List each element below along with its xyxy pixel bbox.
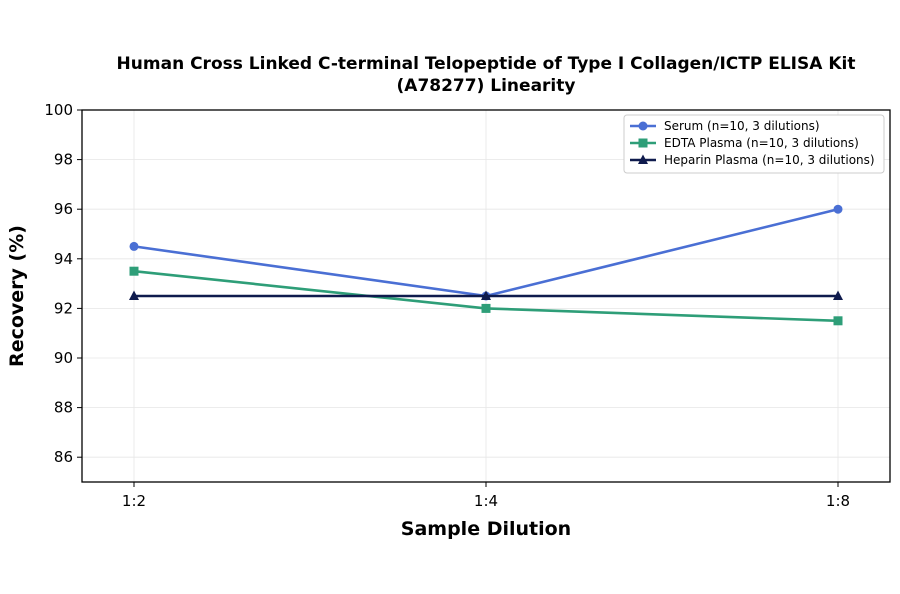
legend-box (623, 114, 885, 174)
legend-item: Serum (n=10, 3 dilutions) (630, 119, 820, 133)
series-2 (129, 290, 843, 300)
data-point (481, 290, 491, 300)
axis-ticks: 86 88 90 92 94 96 98 100 1:2 1:4 1:8 (44, 101, 850, 510)
y-tick-label: 94 (54, 250, 73, 268)
legend-label: Heparin Plasma (n=10, 3 dilutions) (664, 153, 875, 167)
legend-swatch-marker (638, 121, 648, 131)
y-tick-label: 92 (54, 299, 73, 317)
y-tick-label: 90 (54, 349, 73, 367)
series-1 (129, 266, 843, 326)
legend: Serum (n=10, 3 dilutions) EDTA Plasma (n=… (623, 114, 885, 174)
x-tick-label: 1:2 (122, 492, 146, 510)
legend-item: EDTA Plasma (n=10, 3 dilutions) (630, 136, 859, 150)
legend-item: Heparin Plasma (n=10, 3 dilutions) (630, 153, 875, 167)
data-point (129, 241, 139, 251)
y-tick-label: 86 (54, 448, 73, 466)
data-point (129, 266, 139, 276)
plot-frame (81, 109, 891, 483)
chart-title-line1: Human Cross Linked C-terminal Telopeptid… (117, 54, 856, 74)
data-point (129, 290, 139, 300)
series (129, 204, 843, 326)
x-tick-label: 1:8 (826, 492, 850, 510)
legend-swatch-marker (638, 138, 648, 148)
x-axis-label: Sample Dilution (401, 518, 571, 540)
legend-label: Serum (n=10, 3 dilutions) (664, 119, 820, 133)
y-tick-label: 98 (54, 151, 73, 169)
y-axis-label: Recovery (%) (6, 225, 28, 367)
legend-swatch-marker (638, 154, 648, 164)
chart-title-line2: (A78277) Linearity (397, 76, 576, 96)
data-point (833, 316, 843, 326)
y-tick-label: 100 (44, 101, 73, 119)
x-tick-label: 1:4 (474, 492, 498, 510)
data-point (833, 290, 843, 300)
data-point (481, 303, 491, 313)
y-tick-label: 96 (54, 200, 73, 218)
legend-label: EDTA Plasma (n=10, 3 dilutions) (664, 136, 859, 150)
y-tick-label: 88 (54, 399, 73, 417)
data-point (833, 204, 843, 214)
